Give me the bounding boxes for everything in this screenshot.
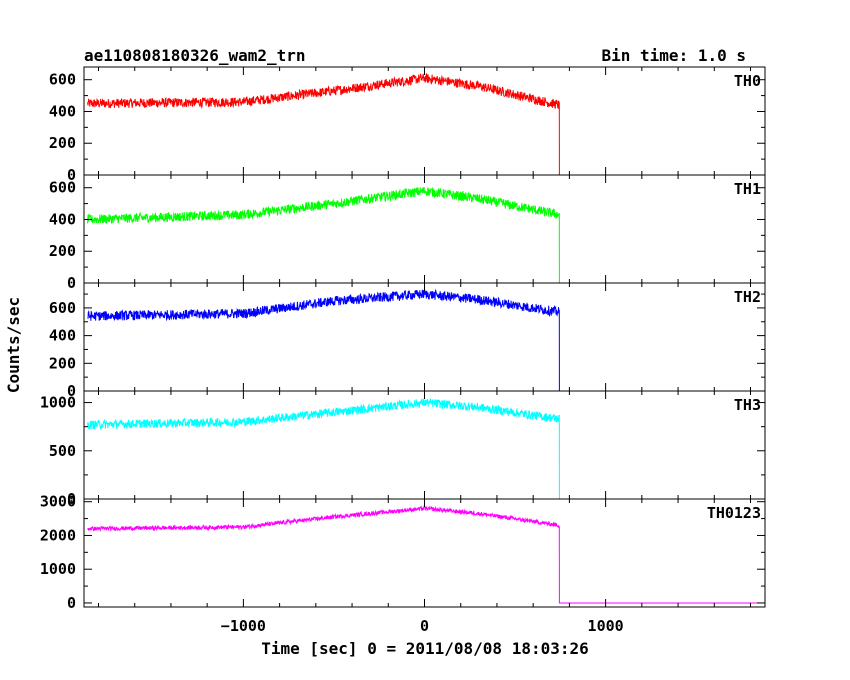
- y-tick-label: 0: [67, 382, 76, 400]
- y-tick-label: 200: [49, 134, 76, 152]
- series-line-th0: [87, 73, 762, 176]
- panel-frame: [83, 66, 766, 176]
- y-tick-label: 0: [67, 274, 76, 292]
- panel-frame: [83, 390, 766, 500]
- x-axis-title: Time [sec] 0 = 2011/08/08 18:03:26: [261, 639, 589, 658]
- panel-th0: 0 200 400 600 TH0: [49, 66, 766, 184]
- y-tick-label: 1000: [40, 560, 76, 578]
- panel-th2: 0 200 400 600 TH2: [49, 282, 766, 400]
- y-tick-label: 600: [49, 299, 76, 317]
- panel-label: TH0: [734, 72, 761, 90]
- panel-frame: [83, 498, 766, 608]
- y-tick-label: 200: [49, 242, 76, 260]
- series-line-th0123: [87, 505, 762, 604]
- panel-label: TH2: [734, 288, 761, 306]
- y-tick-label: 0: [67, 594, 76, 612]
- y-tick-label: 0: [67, 490, 76, 508]
- y-tick-label: 400: [49, 327, 76, 345]
- y-tick-label: 3000: [40, 493, 76, 511]
- bin-time-label: Bin time: 1.0 s: [602, 46, 747, 65]
- panel-label: TH3: [734, 396, 761, 414]
- series-line-th3: [87, 398, 762, 500]
- y-tick-label: 200: [49, 354, 76, 372]
- y-tick-label: 500: [49, 442, 76, 460]
- panel-label: TH0123: [707, 504, 761, 522]
- panel-frame: [83, 282, 766, 392]
- y-tick-label: 400: [49, 210, 76, 228]
- panel-label: TH1: [734, 180, 761, 198]
- chart-title: ae110808180326_wam2_trn: [84, 46, 306, 65]
- y-tick-label: 2000: [40, 526, 76, 544]
- series-line-th2: [87, 288, 762, 392]
- y-tick-label: 0: [67, 166, 76, 184]
- x-tick-label: 1000: [588, 617, 624, 635]
- y-tick-label: 600: [49, 179, 76, 197]
- y-tick-label: 600: [49, 71, 76, 89]
- panel-th3: 0 500 1000 TH3: [40, 390, 766, 508]
- y-tick-label: 400: [49, 102, 76, 120]
- x-tick-label: 0: [420, 617, 429, 635]
- y-tick-label: 1000: [40, 394, 76, 412]
- panel-th1: 0 200 400 600 TH1: [49, 174, 766, 292]
- y-axis-title: Counts/sec: [4, 297, 23, 393]
- x-tick-label: −1000: [221, 617, 266, 635]
- panel-th0123: 0 1000 2000 3000 TH0123: [40, 493, 766, 612]
- series-line-th1: [87, 186, 762, 284]
